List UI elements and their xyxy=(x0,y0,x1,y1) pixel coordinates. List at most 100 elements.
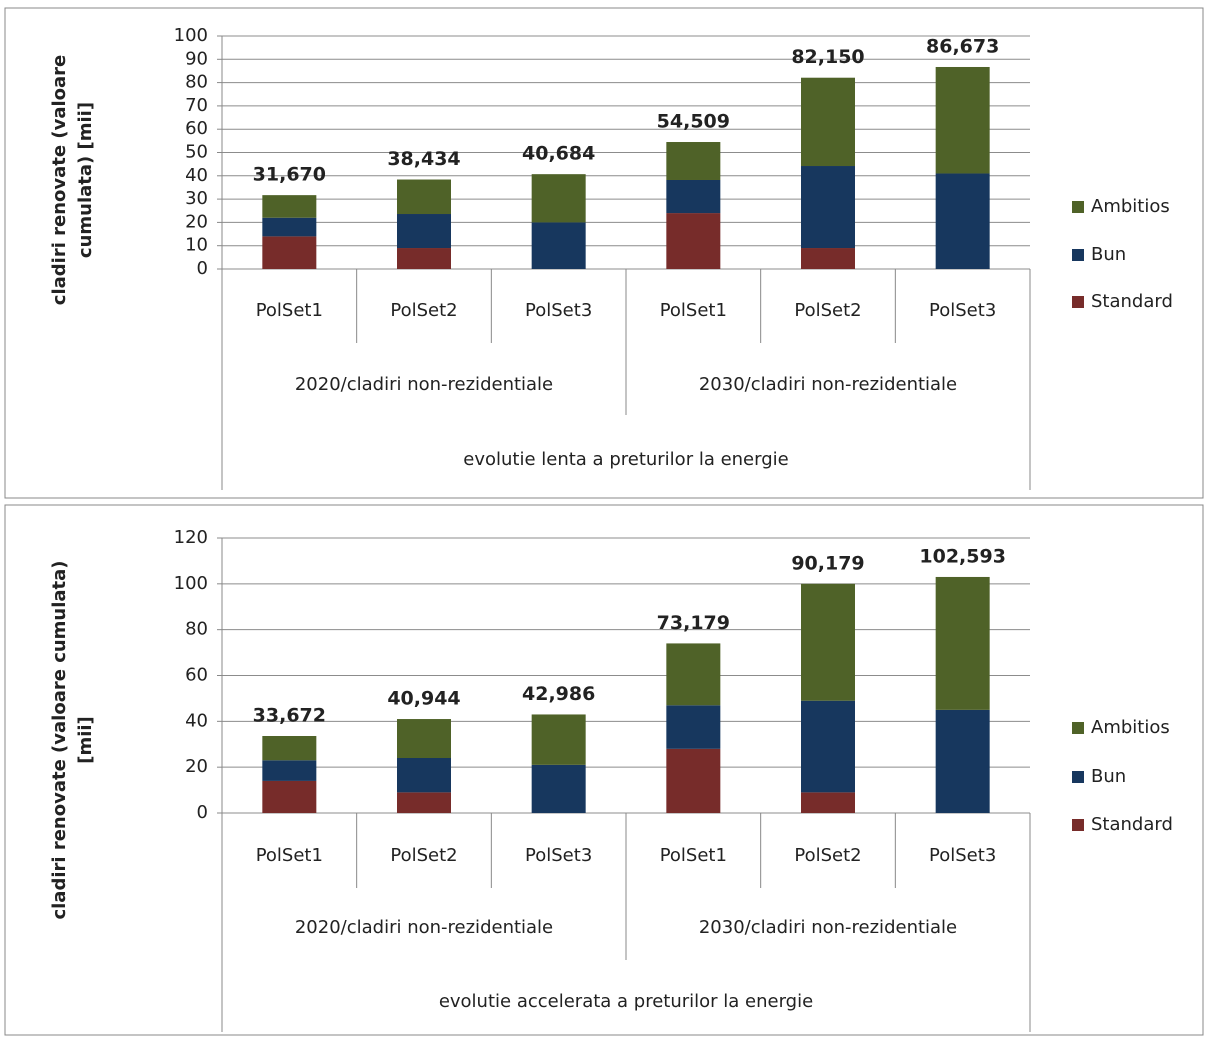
bar-segment xyxy=(935,173,990,269)
bar-segment xyxy=(666,643,721,706)
bar-segment xyxy=(397,719,451,758)
bar-segment xyxy=(801,166,855,249)
group-label: 2020/cladiri non-rezidentiale xyxy=(295,917,553,938)
total-label: 40,944 xyxy=(387,688,460,710)
bar-segment xyxy=(397,179,451,215)
y-tick-label: 30 xyxy=(185,188,208,209)
group-label: 2030/cladiri non-rezidentiale xyxy=(699,917,957,938)
bar-segment xyxy=(397,758,451,793)
total-label: 33,672 xyxy=(253,705,326,727)
x-tick-label: PolSet2 xyxy=(390,845,457,866)
x-tick-label: PolSet1 xyxy=(660,845,727,866)
y-tick-label: 20 xyxy=(185,756,208,777)
x-tick-label: PolSet1 xyxy=(256,845,323,866)
x-tick-label: PolSet3 xyxy=(525,300,592,321)
bar-segment xyxy=(262,236,317,269)
legend-swatch xyxy=(1072,771,1084,783)
y-axis-title: cladiri renovate (valoare xyxy=(49,55,70,305)
total-label: 86,673 xyxy=(926,35,999,57)
group-label: 2020/cladiri non-rezidentiale xyxy=(295,374,553,395)
bar-segment xyxy=(531,174,586,223)
total-label: 38,434 xyxy=(387,148,460,170)
x-tick-label: PolSet3 xyxy=(525,845,592,866)
x-tick-label: PolSet2 xyxy=(794,845,861,866)
super-group-label: evolutie lenta a preturilor la energie xyxy=(463,449,788,470)
bar-segment xyxy=(666,705,721,749)
total-label: 73,179 xyxy=(657,612,730,634)
y-tick-label: 40 xyxy=(185,710,208,731)
legend-swatch xyxy=(1072,722,1084,734)
bar-segment xyxy=(262,736,317,761)
x-tick-label: PolSet1 xyxy=(660,300,727,321)
x-tick-label: PolSet1 xyxy=(256,300,323,321)
bar-segment xyxy=(531,764,586,813)
y-tick-label: 0 xyxy=(197,802,208,823)
y-axis-title: [mii] xyxy=(75,716,96,764)
panel-frame xyxy=(4,7,1204,499)
legend-label: Standard xyxy=(1091,291,1173,312)
bar-segment xyxy=(801,792,855,813)
legend-label: Ambitios xyxy=(1091,196,1170,217)
bar-segment xyxy=(262,760,317,781)
bar-segment xyxy=(666,142,721,180)
legend-swatch xyxy=(1072,296,1084,308)
x-tick-label: PolSet2 xyxy=(794,300,861,321)
bar-segment xyxy=(935,576,990,710)
legend-label: Bun xyxy=(1091,766,1126,787)
y-tick-label: 60 xyxy=(185,665,208,686)
legend-swatch xyxy=(1072,819,1084,831)
total-label: 82,150 xyxy=(791,46,864,68)
x-tick-label: PolSet3 xyxy=(929,845,996,866)
bar-segment xyxy=(666,748,721,813)
bar-segment xyxy=(531,714,586,765)
y-tick-label: 100 xyxy=(174,25,208,46)
total-label: 31,670 xyxy=(253,164,326,186)
bar-segment xyxy=(801,700,855,793)
y-axis-title: cumulata) [mii] xyxy=(75,102,96,258)
bar-segment xyxy=(262,195,317,218)
x-tick-label: PolSet3 xyxy=(929,300,996,321)
y-tick-label: 120 xyxy=(174,527,208,548)
legend-label: Bun xyxy=(1091,244,1126,265)
total-label: 90,179 xyxy=(791,552,864,574)
bar-segment xyxy=(262,780,317,813)
y-tick-label: 10 xyxy=(185,235,208,256)
total-label: 42,986 xyxy=(522,683,595,705)
bar-segment xyxy=(935,709,990,813)
legend-label: Standard xyxy=(1091,814,1173,835)
y-tick-label: 90 xyxy=(185,48,208,69)
bar-segment xyxy=(397,792,451,813)
y-tick-label: 80 xyxy=(185,619,208,640)
y-axis-title: cladiri renovate (valoare cumulata) xyxy=(49,560,70,919)
bar-segment xyxy=(397,214,451,249)
bar-segment xyxy=(801,248,855,269)
y-tick-label: 100 xyxy=(174,573,208,594)
y-tick-label: 80 xyxy=(185,72,208,93)
total-label: 102,593 xyxy=(919,545,1006,567)
x-tick-label: PolSet2 xyxy=(390,300,457,321)
bar-segment xyxy=(262,217,317,237)
group-label: 2030/cladiri non-rezidentiale xyxy=(699,374,957,395)
panel-frame xyxy=(4,504,1204,1036)
bar-segment xyxy=(666,213,721,269)
bar-segment xyxy=(801,77,855,167)
y-tick-label: 20 xyxy=(185,211,208,232)
y-tick-label: 50 xyxy=(185,142,208,163)
bar-segment xyxy=(935,66,990,174)
super-group-label: evolutie accelerata a preturilor la ener… xyxy=(439,991,813,1012)
y-tick-label: 60 xyxy=(185,118,208,139)
y-tick-label: 0 xyxy=(197,258,208,279)
legend-label: Ambitios xyxy=(1091,717,1170,738)
total-label: 40,684 xyxy=(522,143,595,165)
y-tick-label: 70 xyxy=(185,95,208,116)
y-tick-label: 40 xyxy=(185,165,208,186)
bar-segment xyxy=(801,583,855,701)
bar-segment xyxy=(666,179,721,214)
bar-segment xyxy=(397,248,451,269)
bar-segment xyxy=(531,222,586,269)
total-label: 54,509 xyxy=(657,111,730,133)
legend-swatch xyxy=(1072,249,1084,261)
legend-swatch xyxy=(1072,201,1084,213)
